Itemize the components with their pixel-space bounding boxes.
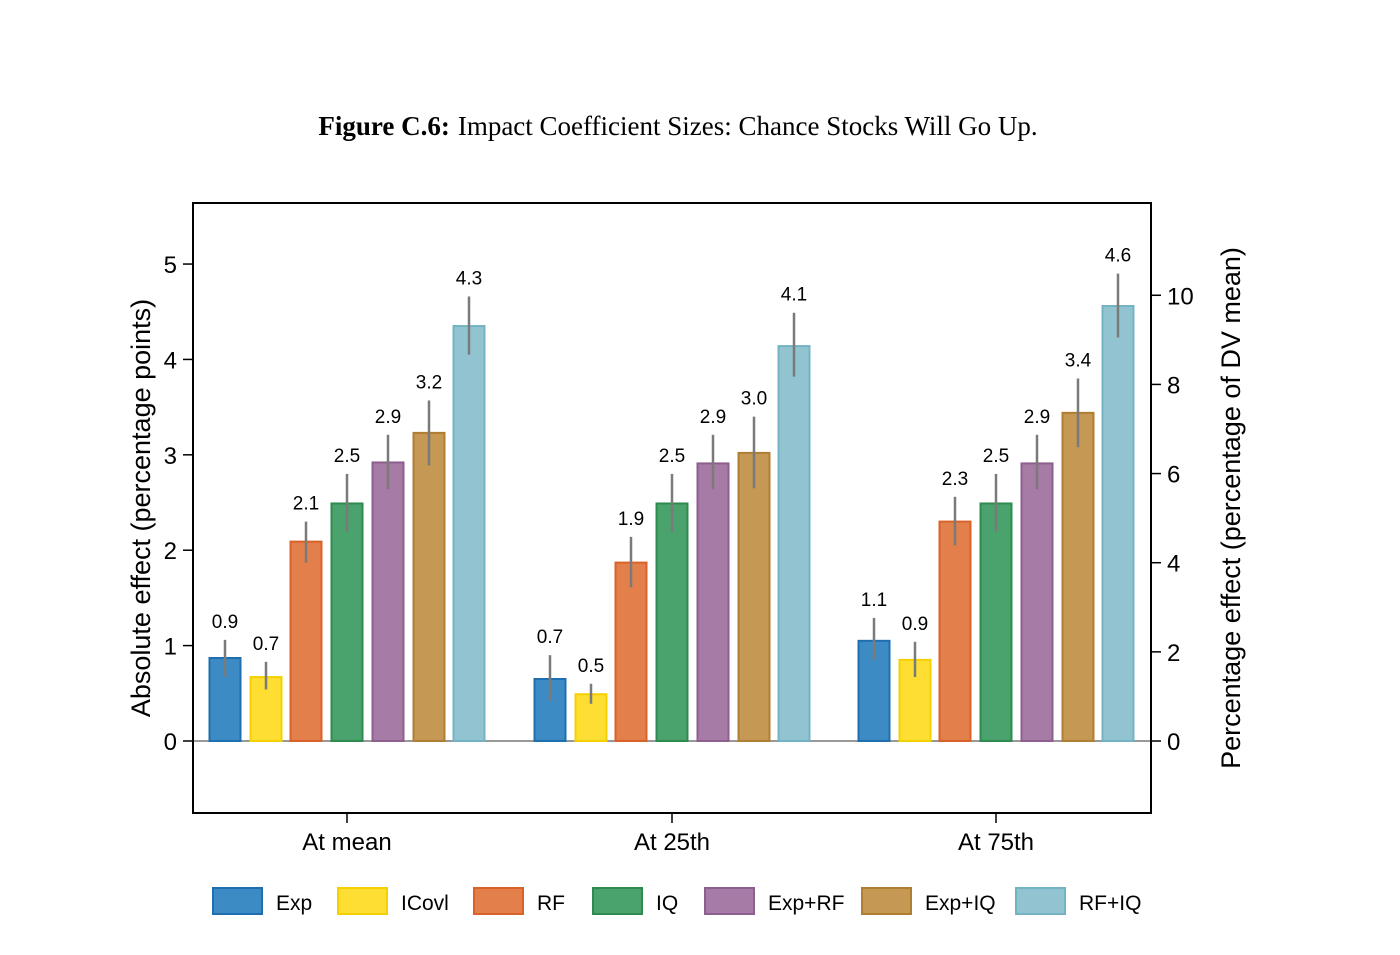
figure-label: Figure C.6:	[318, 111, 449, 141]
y-axis-label-right: Percentage effect (percentage of DV mean…	[1216, 247, 1246, 769]
bar-exp-rf	[696, 462, 730, 742]
y-tick-label-right: 0	[1167, 729, 1180, 756]
bar-rf-iq	[1101, 305, 1135, 742]
x-tick-label: At 75th	[958, 829, 1034, 856]
legend-swatch	[212, 887, 263, 915]
bar-exp-iq	[412, 431, 446, 742]
x-tick-label: At mean	[302, 829, 391, 856]
legend-label: RF	[537, 892, 565, 915]
data-label: 2.5	[334, 446, 360, 467]
data-label: 1.9	[618, 509, 644, 530]
y-tick-label-left: 3	[164, 443, 177, 470]
legend-swatch	[592, 887, 643, 915]
x-tick-label: At 25th	[634, 829, 710, 856]
data-label: 2.5	[659, 446, 685, 467]
data-label: 2.3	[942, 469, 968, 490]
bar-iq	[655, 502, 689, 742]
data-label: 3.4	[1065, 351, 1092, 372]
legend-swatch	[337, 887, 388, 915]
data-label: 4.1	[781, 285, 807, 306]
data-label: 0.9	[902, 614, 928, 635]
legend-swatch	[473, 887, 524, 915]
bar-rf	[938, 520, 972, 742]
data-label: 2.5	[983, 446, 1009, 467]
y-tick-label-left: 1	[164, 634, 177, 661]
y-tick-label-right: 10	[1167, 283, 1194, 310]
data-label: 0.7	[537, 627, 563, 648]
data-label: 2.9	[1024, 407, 1050, 428]
data-label: 1.1	[861, 590, 887, 611]
y-tick-label-right: 6	[1167, 462, 1180, 489]
data-label: 2.1	[293, 494, 319, 515]
data-label: 0.9	[212, 612, 238, 633]
bar-exp	[533, 677, 567, 742]
y-tick-label-left: 2	[164, 538, 177, 565]
legend: Exp ICovl RF IQ Exp+RF Exp+IQ RF+IQ	[212, 887, 1141, 915]
data-label: 0.7	[253, 634, 279, 655]
bar-exp-iq	[737, 451, 771, 742]
bar-rf-iq	[777, 345, 811, 742]
y-tick-label-right: 4	[1167, 551, 1180, 578]
legend-label: RF+IQ	[1079, 892, 1141, 915]
y-tick-label-right: 2	[1167, 640, 1180, 667]
y-tick-label-left: 0	[164, 729, 177, 756]
plot-frame	[192, 202, 1152, 814]
legend-swatch	[861, 887, 912, 915]
bar-rf	[614, 561, 648, 742]
legend-label: ICovl	[401, 892, 449, 915]
bar-exp-rf	[371, 461, 405, 742]
legend-label: Exp+IQ	[925, 892, 996, 915]
legend-label: Exp	[276, 892, 312, 915]
data-label: 3.2	[416, 372, 442, 393]
data-label: 3.0	[741, 389, 767, 410]
y-tick-label-right: 8	[1167, 372, 1180, 399]
data-label: 4.6	[1105, 246, 1131, 267]
y-tick-label-left: 4	[164, 347, 177, 374]
legend-label: Exp+RF	[768, 892, 844, 915]
data-label: 2.9	[700, 407, 726, 428]
legend-swatch	[1015, 887, 1066, 915]
bar-exp	[208, 656, 242, 742]
bar-rf-iq	[452, 325, 486, 742]
y-axis-label-left: Absolute effect (percentage points)	[126, 299, 156, 717]
bar-exp-rf	[1020, 462, 1054, 742]
data-label: 4.3	[456, 268, 482, 289]
legend-swatch	[704, 887, 755, 915]
data-label: 0.5	[578, 656, 604, 677]
bar-iq	[979, 502, 1013, 742]
bar-iq	[330, 502, 364, 742]
legend-label: IQ	[656, 892, 678, 915]
bar-rf	[289, 540, 323, 742]
bar-exp-iq	[1061, 411, 1095, 742]
data-label: 2.9	[375, 407, 401, 428]
figure-caption: Impact Coefficient Sizes: Chance Stocks …	[458, 111, 1038, 141]
y-tick-label-left: 5	[164, 252, 177, 279]
figure-title: Figure C.6: Impact Coefficient Sizes: Cha…	[318, 111, 1037, 141]
